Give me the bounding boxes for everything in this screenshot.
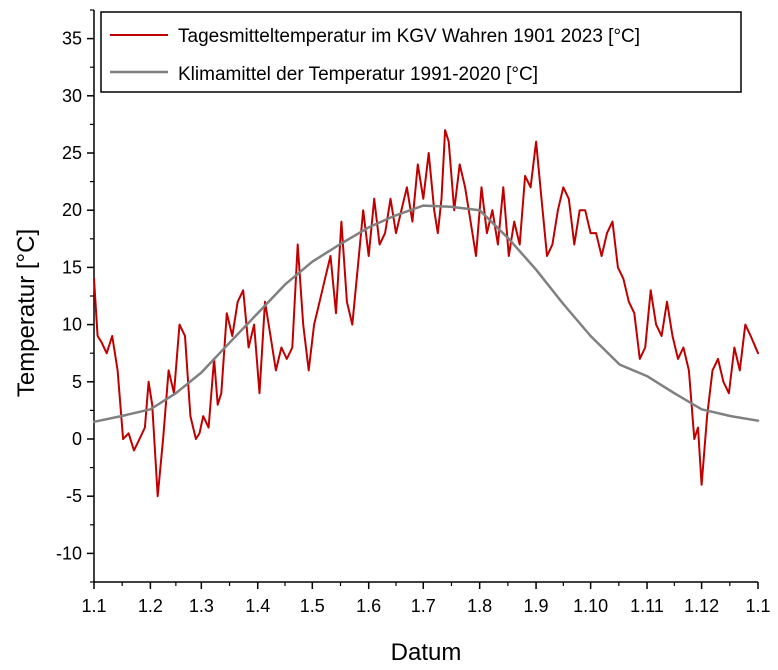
x-tick-label: 1.1	[81, 596, 106, 616]
y-tick-label: 25	[62, 143, 82, 163]
x-tick-label: 1.7	[411, 596, 436, 616]
x-tick-label: 1.5	[300, 596, 325, 616]
x-tick-label: 1.12	[684, 596, 719, 616]
x-tick-label: 1.1	[745, 596, 770, 616]
axes: -10 -5 0 5 10 15 20 25 30 35 1.1 1.2 1.3 1.4 1.5 1.6 1.7…	[56, 9, 771, 616]
x-tick-label: 1.11	[630, 596, 664, 616]
y-tick-label: -5	[66, 486, 82, 506]
y-tick-label: 20	[62, 200, 82, 220]
series-line-daily-temperature	[93, 129, 759, 498]
series-layer	[92, 129, 760, 498]
y-tick-label: 5	[72, 372, 82, 392]
y-tick-label: -10	[56, 543, 82, 563]
legend-label-daily: Tagesmitteltemperatur im KGV Wahren 1901…	[178, 26, 640, 47]
x-tick-label: 1.6	[356, 596, 381, 616]
y-tick-label: 0	[72, 429, 82, 449]
x-tick-label: 1.2	[138, 596, 163, 616]
x-tick-label: 1.10	[573, 596, 608, 616]
y-tick-label: 35	[62, 29, 82, 49]
x-tick-label: 1.3	[189, 596, 214, 616]
x-tick-label: 1.4	[245, 596, 270, 616]
legend-box	[100, 11, 742, 93]
y-axis-title: Temperatur [°C]	[13, 229, 40, 397]
series-line-climate-mean	[92, 204, 760, 424]
legend: Tagesmitteltemperatur im KGV Wahren 1901…	[100, 11, 742, 93]
x-tick-label: 1.8	[467, 596, 492, 616]
y-tick-label: 10	[62, 315, 82, 335]
x-axis-title: Datum	[391, 639, 462, 666]
x-tick-label: 1.9	[524, 596, 549, 616]
y-tick-label: 30	[62, 86, 82, 106]
legend-label-climate: Klimamittel der Temperatur 1991-2020 [°C…	[178, 64, 538, 85]
y-tick-label: 15	[62, 257, 82, 277]
